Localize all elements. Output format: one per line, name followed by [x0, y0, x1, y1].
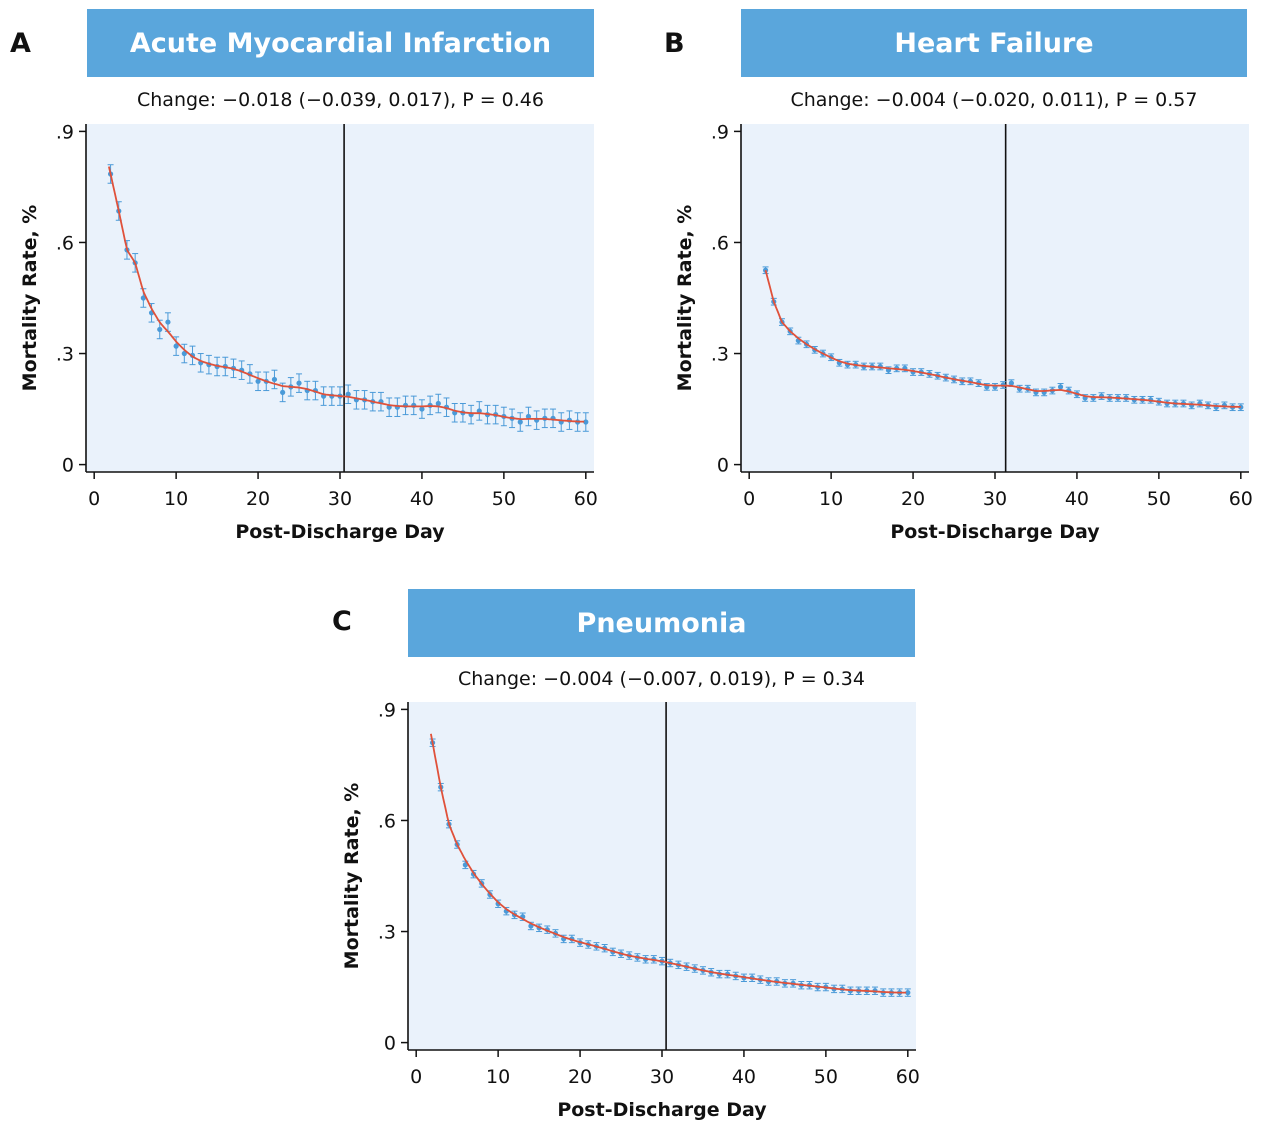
y-tick-label: 0 [62, 455, 74, 477]
panel-subtitle: Change: −0.004 (−0.007, 0.019), P = 0.34 [458, 668, 865, 690]
data-point [181, 350, 187, 357]
data-point-group [271, 369, 278, 390]
x-tick-label: 0 [743, 488, 755, 510]
y-tick-label: 0 [384, 1033, 396, 1055]
y-axis-title: Mortality Rate, % [341, 783, 363, 970]
plot-area [86, 124, 594, 472]
y-tick-label: .9 [378, 699, 396, 721]
y-tick-label: .6 [711, 232, 729, 254]
x-tick-label: 50 [1147, 488, 1171, 510]
data-point-group [312, 380, 319, 401]
data-point [476, 408, 482, 414]
y-axis-title: Mortality Rate, % [19, 205, 41, 392]
y-tick-label: .6 [56, 232, 74, 254]
data-point-group [435, 393, 442, 414]
data-point [525, 413, 532, 420]
x-tick-label: 50 [814, 1066, 838, 1088]
data-point [583, 419, 589, 425]
x-tick-label: 40 [410, 488, 434, 510]
data-point [905, 990, 911, 996]
data-point-group [181, 343, 188, 364]
data-point [280, 389, 286, 396]
x-axis-title: Post-Discharge Day [890, 521, 1100, 543]
panel-subtitle: Change: −0.004 (−0.020, 0.011), P = 0.57 [790, 89, 1198, 111]
fit-curve [764, 269, 1241, 408]
x-tick-label: 40 [732, 1066, 756, 1088]
data-point [255, 378, 261, 384]
fit-curve [108, 166, 585, 423]
x-axis-title: Post-Discharge Day [557, 1099, 767, 1121]
x-tick-label: 20 [246, 488, 270, 510]
x-tick-label: 10 [164, 488, 188, 510]
y-axis-title: Mortality Rate, % [674, 205, 696, 392]
chart-b: 0 .3 .6 .9 0 10 20 30 40 50 60 Post-Discharge Day Mo… [674, 121, 1253, 543]
data-point [157, 326, 163, 333]
y-tick-label: .9 [56, 121, 74, 143]
x-tick-label: 10 [486, 1066, 510, 1088]
panel-title: Acute Myocardial Infarction [87, 9, 594, 77]
chart-a: 0 .3 .6 .9 0 10 20 30 40 50 60 Post-Discharge Day Mo… [19, 121, 598, 543]
plot-area [741, 124, 1249, 472]
data-point-group [476, 401, 483, 421]
data-point-group [345, 384, 352, 405]
x-tick-label: 0 [88, 488, 100, 510]
data-point-group [517, 412, 524, 432]
data-point [517, 419, 523, 425]
data-point [173, 343, 179, 349]
data-point-group [296, 373, 303, 393]
x-tick-label: 20 [568, 1066, 592, 1088]
data-point [435, 400, 441, 407]
x-tick-label: 40 [1065, 488, 1089, 510]
x-tick-label: 10 [819, 488, 843, 510]
panel-title: Heart Failure [741, 9, 1247, 77]
data-point-group [164, 312, 171, 332]
x-tick-label: 30 [328, 488, 352, 510]
y-tick-label: 0 [717, 455, 729, 477]
chart-c: 0 .3 .6 .9 0 10 20 30 40 50 60 Post-Discharge Day Mo… [341, 699, 920, 1121]
data-point-group [410, 395, 417, 416]
x-tick-label: 20 [901, 488, 925, 510]
data-point [1008, 380, 1014, 386]
panel-subtitle: Change: −0.018 (−0.039, 0.017), P = 0.46 [137, 89, 544, 111]
data-point-group [1237, 403, 1244, 412]
panel-title: Pneumonia [408, 589, 915, 657]
plot-area [408, 702, 916, 1050]
data-point-group [699, 966, 706, 975]
x-tick-label: 60 [574, 488, 598, 510]
data-point-group [173, 336, 180, 356]
data-point [1057, 384, 1064, 390]
x-tick-label: 30 [650, 1066, 674, 1088]
data-point [165, 319, 171, 325]
x-tick-label: 0 [410, 1066, 422, 1088]
data-point [140, 295, 146, 301]
data-point [271, 376, 278, 383]
data-point-group [418, 399, 425, 419]
data-point-group [560, 934, 567, 944]
data-point [419, 406, 425, 412]
panel-letter: C [332, 606, 352, 637]
data-point-group [525, 406, 532, 427]
data-point-group [904, 988, 911, 997]
x-tick-label: 60 [1229, 488, 1253, 510]
data-point [345, 391, 351, 397]
data-point [296, 380, 302, 386]
x-axis-title: Post-Discharge Day [235, 521, 445, 543]
y-tick-label: .3 [56, 344, 74, 366]
x-tick-label: 50 [492, 488, 516, 510]
panel-letter: B [664, 28, 685, 59]
panel-letter: A [10, 28, 31, 59]
y-tick-label: .3 [378, 922, 396, 944]
data-point-group [255, 371, 262, 392]
y-tick-label: .3 [711, 344, 729, 366]
y-tick-label: .6 [378, 810, 396, 832]
data-point [1238, 404, 1244, 410]
data-point-group [582, 412, 589, 432]
fit-curve [430, 733, 907, 994]
x-tick-label: 30 [983, 488, 1007, 510]
x-tick-label: 60 [896, 1066, 920, 1088]
y-tick-label: .9 [711, 121, 729, 143]
